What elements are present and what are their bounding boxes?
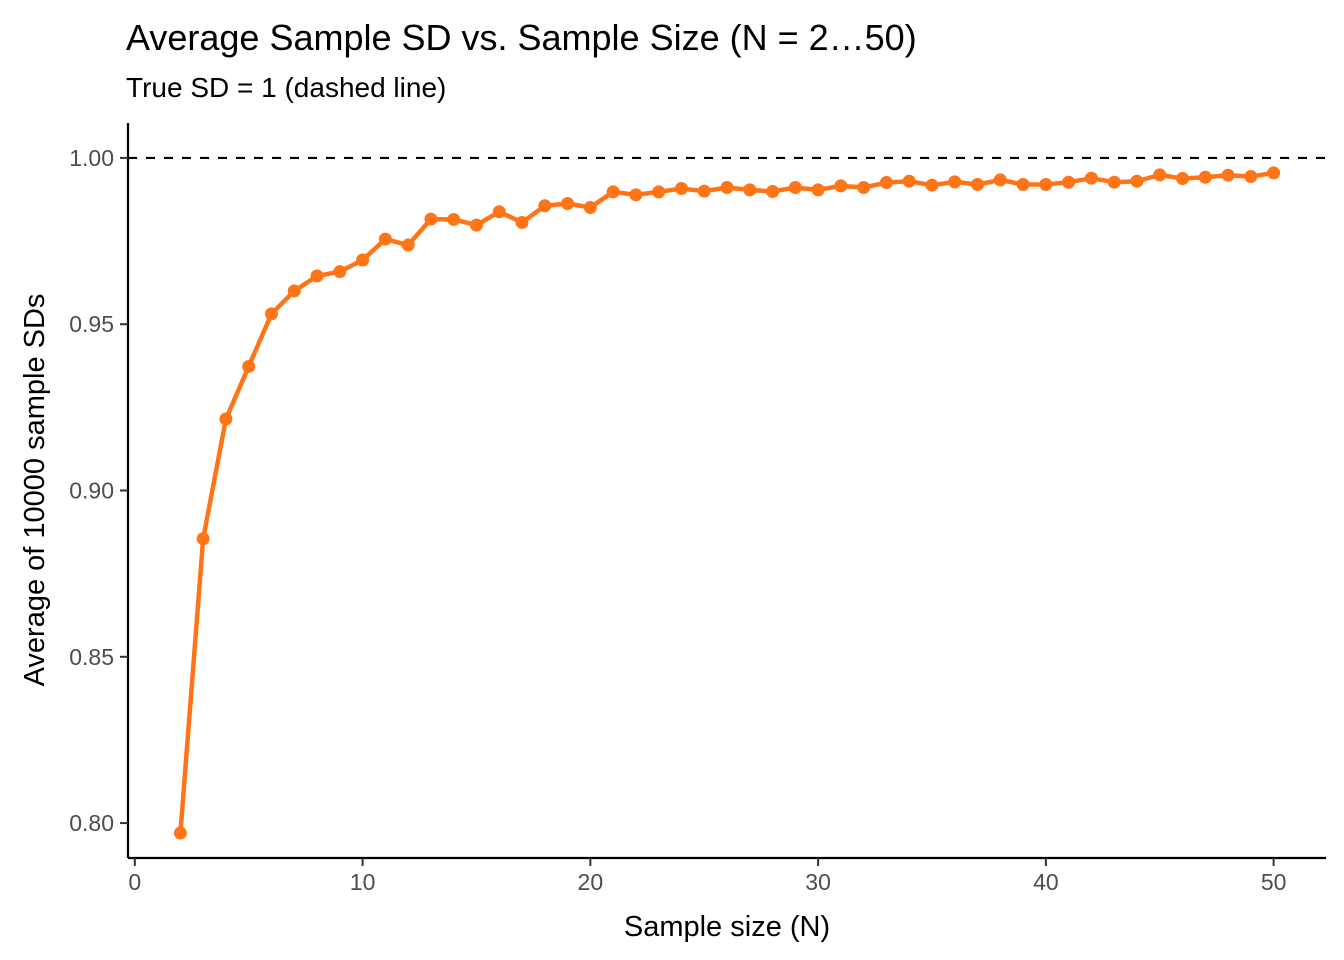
data-point xyxy=(1130,174,1144,188)
y-tick-label: 0.85 xyxy=(69,644,114,670)
data-point xyxy=(1039,178,1053,192)
y-axis-ticks: 0.80 0.85 0.90 0.95 1.00 xyxy=(69,145,128,836)
x-tick-label: 40 xyxy=(1033,869,1059,895)
data-point xyxy=(196,532,210,546)
data-point xyxy=(242,359,256,373)
data-point xyxy=(561,196,575,210)
data-point xyxy=(1107,175,1121,189)
data-point xyxy=(492,205,506,219)
data-point xyxy=(356,253,370,267)
data-point xyxy=(1062,175,1076,189)
y-tick-label: 1.00 xyxy=(69,145,114,171)
data-point xyxy=(971,178,985,192)
data-point xyxy=(310,269,324,283)
data-point xyxy=(948,175,962,189)
x-tick-label: 10 xyxy=(350,869,376,895)
data-point xyxy=(993,173,1007,187)
data-point xyxy=(1153,168,1167,182)
data-point xyxy=(333,265,347,279)
data-point xyxy=(879,176,893,190)
plot-area xyxy=(128,156,1326,840)
x-tick-label: 20 xyxy=(578,869,604,895)
data-point xyxy=(447,212,461,226)
data-point xyxy=(925,178,939,192)
data-point xyxy=(538,199,552,213)
data-point xyxy=(629,188,643,202)
data-point xyxy=(1016,178,1030,192)
data-point xyxy=(378,232,392,246)
data-point xyxy=(264,307,278,321)
data-point xyxy=(743,183,757,197)
data-point xyxy=(1084,171,1098,185)
y-axis-label: Average of 10000 sample SDs xyxy=(19,294,51,687)
data-point xyxy=(583,200,597,214)
data-point xyxy=(469,218,483,232)
data-point xyxy=(766,185,780,199)
data-point xyxy=(811,183,825,197)
data-point xyxy=(1244,170,1258,184)
data-point xyxy=(606,185,620,199)
data-point xyxy=(1267,166,1281,180)
data-point xyxy=(652,185,666,199)
data-point xyxy=(720,181,734,195)
data-point xyxy=(1221,168,1235,182)
y-tick-label: 0.95 xyxy=(69,311,114,337)
chart-title: Average Sample SD vs. Sample Size (N = 2… xyxy=(126,17,917,58)
data-point xyxy=(788,181,802,195)
data-point xyxy=(1176,172,1190,186)
data-point xyxy=(515,215,529,229)
data-point xyxy=(173,826,187,840)
data-point xyxy=(287,284,301,298)
data-point xyxy=(674,182,688,196)
x-axis-label: Sample size (N) xyxy=(624,911,830,943)
y-tick-label: 0.80 xyxy=(69,810,114,836)
data-point xyxy=(697,184,711,198)
data-point xyxy=(834,179,848,193)
data-point xyxy=(857,181,871,195)
data-point xyxy=(1198,170,1212,184)
x-tick-label: 30 xyxy=(805,869,831,895)
chart-subtitle: True SD = 1 (dashed line) xyxy=(126,72,446,103)
data-point xyxy=(424,212,438,226)
data-point xyxy=(219,412,233,426)
y-tick-label: 0.90 xyxy=(69,478,114,504)
x-tick-label: 50 xyxy=(1261,869,1287,895)
data-point xyxy=(401,238,415,252)
data-point xyxy=(902,174,916,188)
x-axis-ticks: 0 10 20 30 40 50 xyxy=(128,858,1286,895)
x-tick-label: 0 xyxy=(128,869,141,895)
